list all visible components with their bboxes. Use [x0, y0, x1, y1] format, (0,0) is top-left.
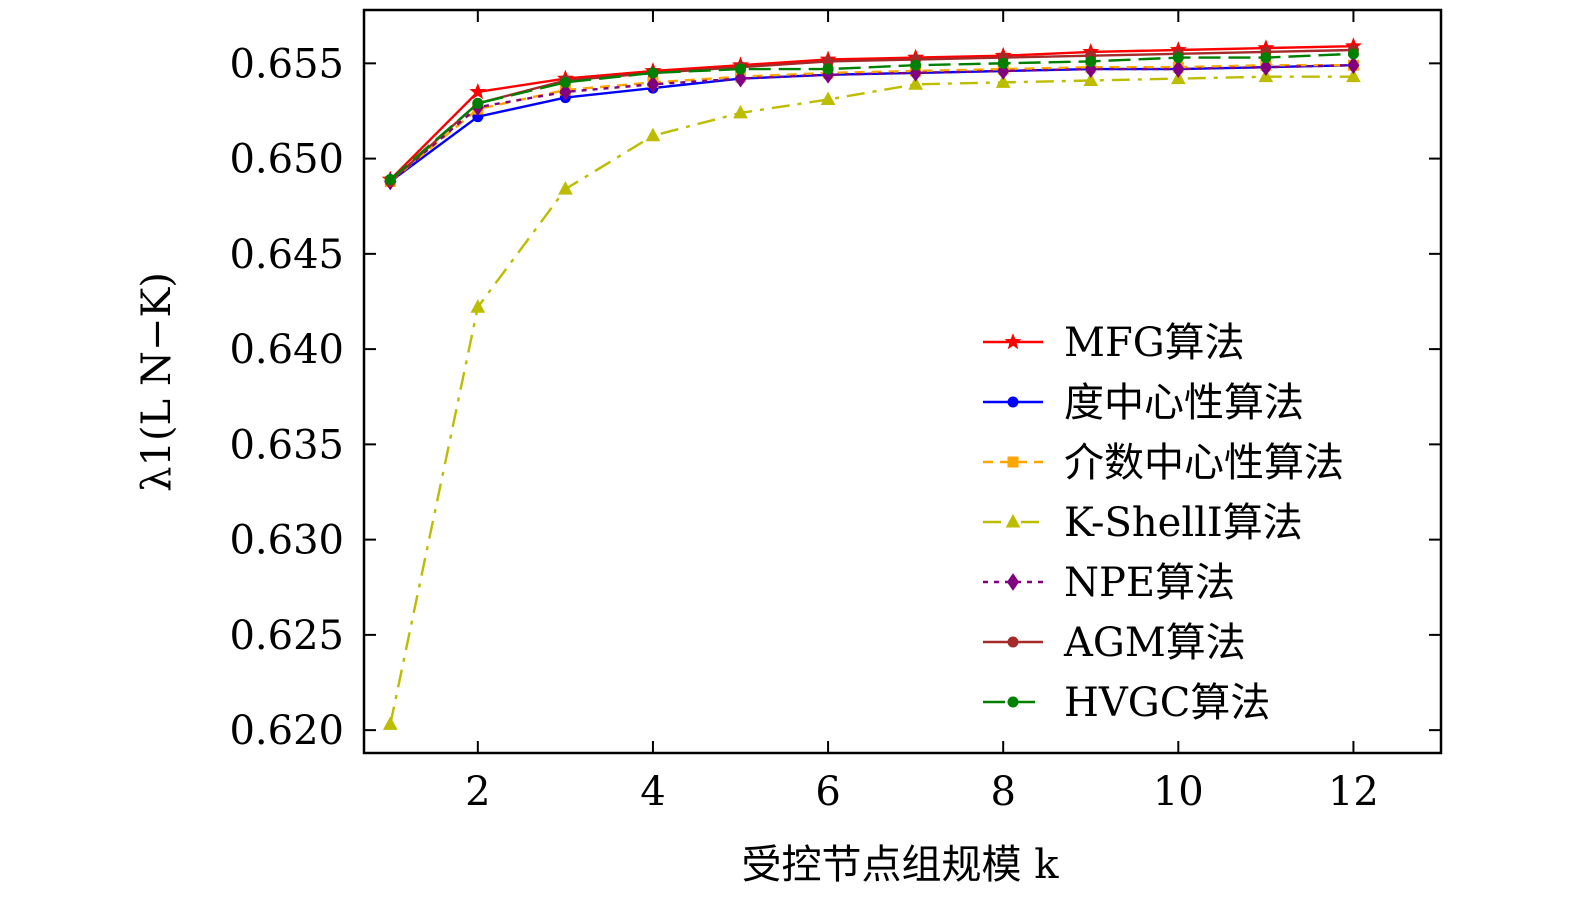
- series-line: [389, 64, 1354, 183]
- data-point: [647, 67, 659, 79]
- data-point: [1259, 58, 1272, 77]
- axis-ticks: 0.620 0.625 0.630 0.635 0.640 0.645 0.650 0.655…: [229, 10, 1441, 815]
- y-tick-label: 0.625: [229, 613, 344, 659]
- series-6: [384, 48, 1359, 186]
- x-tick-label: 4: [640, 769, 665, 815]
- y-tick-label: 0.620: [229, 708, 344, 754]
- x-tick-label: 8: [990, 769, 1015, 815]
- series-line: [389, 48, 1354, 183]
- series-4: [384, 56, 1360, 191]
- legend-label: MFG算法: [1064, 320, 1245, 366]
- legend-marker: [1007, 636, 1019, 648]
- series-line: [389, 64, 1354, 183]
- data-point: [822, 63, 834, 75]
- legend-item: K-ShellI算法: [983, 500, 1303, 546]
- series-2: [384, 59, 1359, 187]
- series-line: [389, 52, 1354, 181]
- legend-label: AGM算法: [1063, 620, 1246, 666]
- data-point: [558, 181, 573, 195]
- x-tick-label: 12: [1328, 769, 1379, 815]
- legend-marker: [1004, 333, 1022, 350]
- data-point: [559, 76, 571, 88]
- y-axis-title: λ1(L N−K): [134, 272, 180, 492]
- data-point: [997, 57, 1009, 69]
- data-point: [1083, 72, 1099, 86]
- data-point: [645, 127, 661, 142]
- y-tick-label: 0.630: [229, 518, 344, 564]
- data-point: [472, 97, 484, 109]
- y-tick-label: 0.640: [229, 327, 344, 373]
- data-point: [735, 63, 747, 75]
- data-point: [646, 75, 660, 94]
- data-point: [384, 174, 396, 186]
- legend-item: 度中心性算法: [983, 380, 1304, 426]
- series-layer: [381, 37, 1362, 730]
- legend-item: NPE算法: [983, 560, 1235, 606]
- legend-label: 度中心性算法: [1064, 380, 1304, 426]
- x-tick-label: 6: [815, 769, 840, 815]
- data-point: [1085, 55, 1097, 67]
- x-tick-label: 10: [1153, 769, 1204, 815]
- legend-marker: [1007, 456, 1019, 468]
- legend-label: 介数中心性算法: [1064, 440, 1344, 486]
- series-3: [382, 68, 1361, 730]
- series-line: [389, 45, 1354, 181]
- data-point: [1172, 60, 1185, 78]
- series-1: [384, 59, 1359, 187]
- legend-marker: [1005, 513, 1021, 528]
- data-point: [1347, 48, 1359, 60]
- data-point: [469, 83, 487, 100]
- x-axis-title: 受控节点组规模 k: [742, 842, 1060, 888]
- legend-label: HVGC算法: [1064, 680, 1270, 726]
- legend-marker: [1007, 696, 1019, 708]
- x-tick-label: 2: [465, 769, 490, 815]
- y-tick-label: 0.635: [229, 422, 344, 468]
- plot-area-frame: [362, 8, 1443, 755]
- y-tick-label: 0.650: [229, 137, 344, 183]
- legend-label: K-ShellI算法: [1064, 500, 1303, 546]
- data-point: [995, 74, 1011, 88]
- data-point: [470, 299, 486, 313]
- data-point: [908, 76, 923, 90]
- data-point: [1346, 68, 1361, 83]
- legend-item: MFG算法: [983, 320, 1245, 366]
- legend-item: AGM算法: [983, 620, 1246, 666]
- y-tick-label: 0.655: [229, 41, 344, 87]
- data-point: [1347, 56, 1360, 75]
- data-point: [559, 83, 572, 101]
- y-tick-label: 0.645: [229, 232, 344, 278]
- legend-item: HVGC算法: [983, 680, 1270, 726]
- legend-label: NPE算法: [1064, 560, 1235, 606]
- series-line: [389, 75, 1354, 725]
- legend-frame: [968, 316, 1414, 730]
- data-point: [382, 716, 398, 730]
- legend-marker: [1006, 573, 1020, 591]
- data-point: [910, 59, 922, 71]
- data-point: [734, 69, 747, 88]
- legend-item: 介数中心性算法: [983, 440, 1344, 486]
- data-point: [1172, 52, 1184, 64]
- data-point: [1260, 52, 1272, 64]
- data-point: [733, 104, 748, 119]
- data-point: [820, 91, 836, 106]
- legend-marker: [1007, 396, 1019, 408]
